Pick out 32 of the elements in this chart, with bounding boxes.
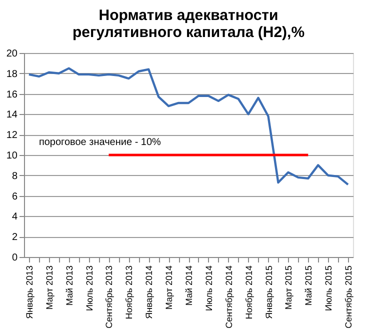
y-tick-label: 12 [6, 130, 18, 142]
x-tick-label: Май 2015 [304, 266, 314, 306]
x-tick-label: Январь 2014 [144, 266, 154, 319]
x-tick-label: Июль 2014 [204, 266, 214, 311]
x-tick-label: Январь 2015 [264, 266, 274, 319]
ref-line-label: пороговое значение - 10% [38, 137, 162, 148]
x-tick-label: Май 2014 [184, 266, 194, 306]
y-tick-label: 4 [12, 212, 18, 223]
x-tick-label: Март 2014 [164, 266, 174, 310]
y-tick-label: 8 [12, 170, 18, 182]
y-tick-label: 10 [6, 150, 18, 162]
x-tick-label: Март 2015 [284, 266, 294, 310]
x-tick-label: Ноябрь 2014 [244, 266, 254, 320]
y-tick-label: 2 [12, 232, 18, 244]
text: регулятивного капитала (Н2),% [72, 24, 305, 41]
x-tick-label: Март 2013 [44, 266, 54, 310]
y-tick-label: 6 [12, 191, 18, 202]
x-tick-label: Январь 2013 [24, 266, 34, 319]
x-tick-label: Июль 2015 [324, 266, 334, 311]
x-tick-label: Сентябрь 2014 [224, 266, 234, 328]
y-tick-label: 20 [6, 48, 18, 60]
x-tick-label: Ноябрь 2013 [124, 266, 134, 320]
x-tick-label: Июль 2013 [84, 266, 94, 311]
y-tick-label: 14 [6, 110, 18, 121]
line-series [28, 67, 350, 186]
text: Норматив адекватности [98, 7, 278, 24]
x-tick-label: Сентябрь 2015 [344, 266, 354, 328]
y-tick-label: 18 [6, 68, 18, 80]
y-tick-label: 0 [12, 252, 18, 264]
x-tick-label: Май 2013 [64, 266, 74, 306]
x-tick-label: Сентябрь 2013 [104, 266, 114, 328]
y-tick-label: 16 [6, 89, 18, 100]
